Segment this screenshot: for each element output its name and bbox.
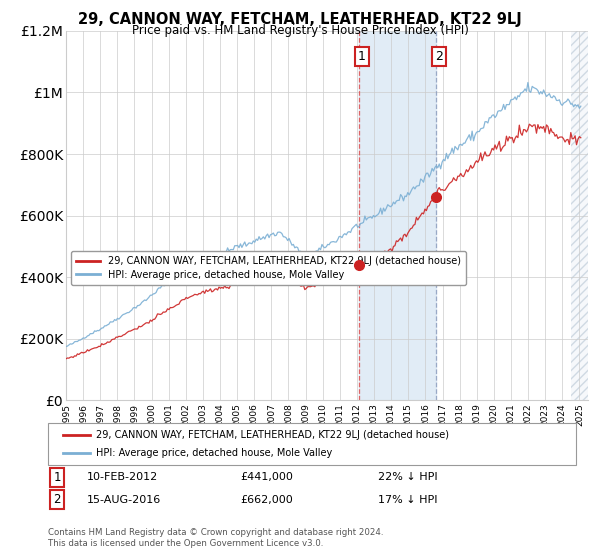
Text: Price paid vs. HM Land Registry's House Price Index (HPI): Price paid vs. HM Land Registry's House … bbox=[131, 24, 469, 37]
Text: 22% ↓ HPI: 22% ↓ HPI bbox=[378, 472, 437, 482]
Bar bbox=[359, 31, 436, 400]
Text: 10-FEB-2012: 10-FEB-2012 bbox=[87, 472, 158, 482]
Text: £441,000: £441,000 bbox=[240, 472, 293, 482]
Text: 29, CANNON WAY, FETCHAM, LEATHERHEAD, KT22 9LJ: 29, CANNON WAY, FETCHAM, LEATHERHEAD, KT… bbox=[78, 12, 522, 27]
Text: 29, CANNON WAY, FETCHAM, LEATHERHEAD, KT22 9LJ (detached house): 29, CANNON WAY, FETCHAM, LEATHERHEAD, KT… bbox=[96, 431, 449, 440]
Text: 2: 2 bbox=[53, 493, 61, 506]
Text: 1: 1 bbox=[358, 50, 365, 63]
Text: 1: 1 bbox=[53, 470, 61, 484]
Text: 2: 2 bbox=[435, 50, 443, 63]
Text: £662,000: £662,000 bbox=[240, 494, 293, 505]
Text: HPI: Average price, detached house, Mole Valley: HPI: Average price, detached house, Mole… bbox=[96, 448, 332, 458]
Bar bbox=[571, 31, 588, 400]
Bar bbox=[571, 31, 588, 400]
Legend: 29, CANNON WAY, FETCHAM, LEATHERHEAD, KT22 9LJ (detached house), HPI: Average pr: 29, CANNON WAY, FETCHAM, LEATHERHEAD, KT… bbox=[71, 251, 466, 284]
Text: Contains HM Land Registry data © Crown copyright and database right 2024.
This d: Contains HM Land Registry data © Crown c… bbox=[48, 528, 383, 548]
Text: 15-AUG-2016: 15-AUG-2016 bbox=[87, 494, 161, 505]
Text: 17% ↓ HPI: 17% ↓ HPI bbox=[378, 494, 437, 505]
